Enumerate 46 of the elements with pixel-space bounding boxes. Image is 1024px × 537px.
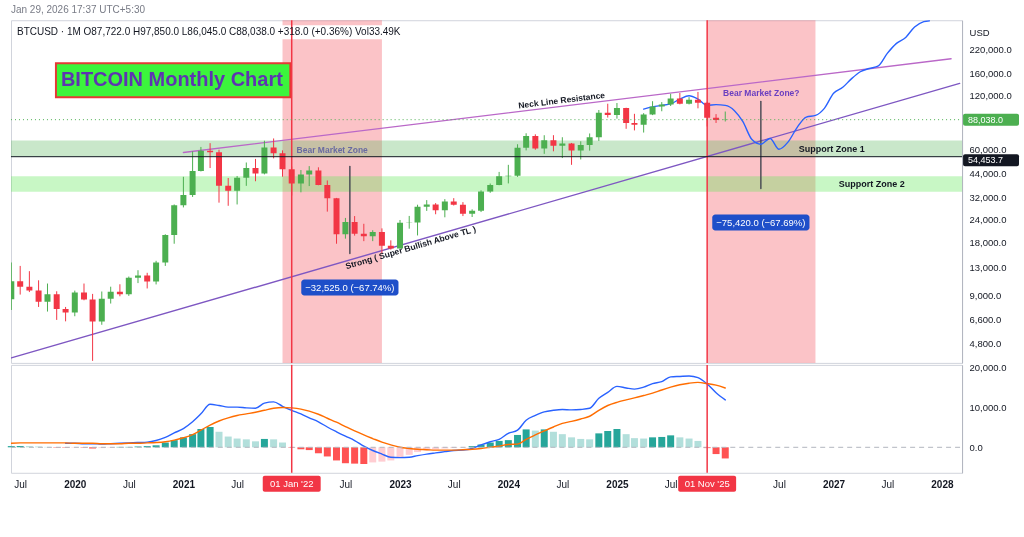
x-tick-label: Jul <box>556 479 570 491</box>
y-tick-label: 13,000.0 <box>969 261 1007 273</box>
x-tick-label: 2020 <box>64 479 87 491</box>
annotation: −32,525.0 (−67.74%) <box>305 281 395 293</box>
band-label: Bear Market Zone? <box>723 87 800 98</box>
y-tick-label: 220,000.0 <box>969 43 1012 55</box>
x-tick-label: Jul <box>122 479 136 491</box>
y-tick-label: 120,000.0 <box>969 90 1012 102</box>
y-tick-label: 10,000.0 <box>969 401 1007 413</box>
ref-line-label: 01 Jan '22 <box>269 477 314 489</box>
y-tick-label: 0.0 <box>969 441 983 453</box>
ref-line-label: 01 Nov '25 <box>684 477 730 489</box>
y-tick-label: 160,000.0 <box>969 68 1012 80</box>
text: BITCOIN Monthly Chart <box>60 68 284 91</box>
x-tick-label: 2025 <box>606 479 629 491</box>
ref-line-label: 54,453.7 <box>968 155 1004 166</box>
y-tick-label: 18,000.0 <box>969 236 1007 248</box>
x-tick-label: Jul <box>231 479 244 491</box>
x-tick-label: 2021 <box>172 479 196 491</box>
y-tick-label: 32,000.0 <box>969 192 1007 204</box>
annotation: −75,420.0 (−67.69%) <box>716 216 806 228</box>
y-tick-label: 24,000.0 <box>969 214 1007 226</box>
x-tick-label: Jul <box>14 479 28 491</box>
band-label: Support Zone 1 <box>798 143 865 154</box>
y-tick-label: 20,000.0 <box>969 362 1007 374</box>
annotation: Neck Line Resistance <box>517 89 606 111</box>
x-tick-label: 2027 <box>822 479 846 491</box>
y-tick-label: 44,000.0 <box>969 167 1007 179</box>
y-tick-label: 60,000.0 <box>969 143 1007 155</box>
band-label: Support Zone 2 <box>838 179 905 190</box>
x-tick-label: 2023 <box>389 479 413 491</box>
x-tick-label: Jul <box>339 479 353 491</box>
band-label: Bear Market Zone <box>296 144 369 155</box>
y-tick-label: 6,600.0 <box>969 313 1002 325</box>
y-tick-label: 4,800.0 <box>969 338 1002 350</box>
ref-line-label: 88,038.0 <box>968 114 1004 125</box>
x-tick-label: 2028 <box>931 479 954 491</box>
x-tick-label: 2024 <box>497 479 521 491</box>
x-tick-label: Jul <box>881 479 895 491</box>
text: Jan 29, 2026 17:37 UTC+5:30 <box>10 4 146 16</box>
x-tick-label: Jul <box>664 479 678 491</box>
y-tick-label: 9,000.0 <box>969 289 1002 301</box>
x-tick-label: Jul <box>447 479 461 491</box>
annotation: Strong ( Super Bullish Above TL ) <box>344 223 478 272</box>
x-tick-label: Jul <box>773 479 786 491</box>
y-axis-title: USD <box>969 26 990 38</box>
